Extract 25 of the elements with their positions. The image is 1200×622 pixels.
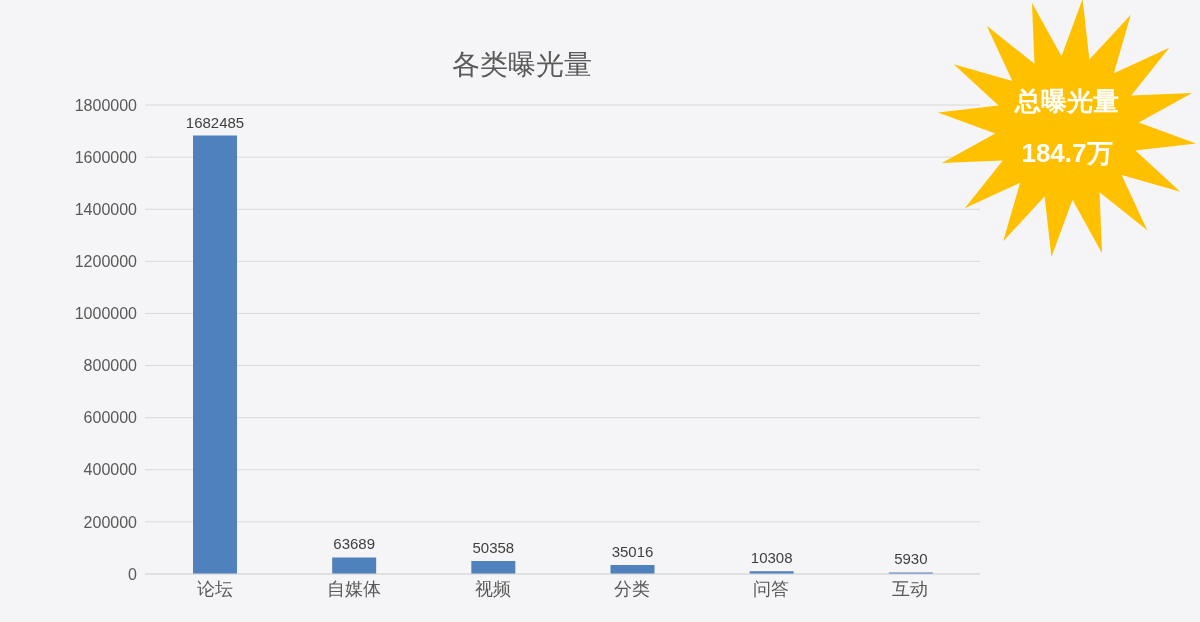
data-label: 1682485 [185, 113, 245, 131]
y-tick-label: 1000000 [74, 305, 138, 323]
y-tick-label: 0 [128, 565, 138, 583]
y-tick-label: 1200000 [74, 253, 138, 271]
y-tick-label: 1800000 [74, 96, 138, 114]
y-tick-label: 200000 [83, 513, 138, 531]
y-tick-label: 400000 [83, 461, 138, 479]
x-tick-label: 问答 [753, 578, 790, 599]
x-tick-label: 自媒体 [326, 578, 381, 599]
text: 184.7万 [1020, 137, 1114, 170]
data-label: 35016 [611, 542, 654, 560]
data-label: 50358 [472, 538, 515, 556]
y-tick-label: 1600000 [74, 148, 138, 166]
x-tick-label: 分类 [614, 578, 651, 599]
chart-title: 各类曝光量 [451, 48, 593, 82]
text: 总曝光量 [1013, 85, 1120, 118]
data-label: 5930 [894, 550, 928, 568]
y-tick-label: 1400000 [74, 200, 138, 218]
y-tick-label: 800000 [83, 357, 138, 375]
x-tick-label: 视频 [474, 578, 511, 599]
x-tick-label: 互动 [892, 578, 929, 599]
data-label: 10308 [750, 549, 793, 567]
data-label: 63689 [333, 535, 376, 553]
x-tick-label: 论坛 [196, 578, 233, 599]
y-tick-label: 600000 [83, 409, 138, 427]
